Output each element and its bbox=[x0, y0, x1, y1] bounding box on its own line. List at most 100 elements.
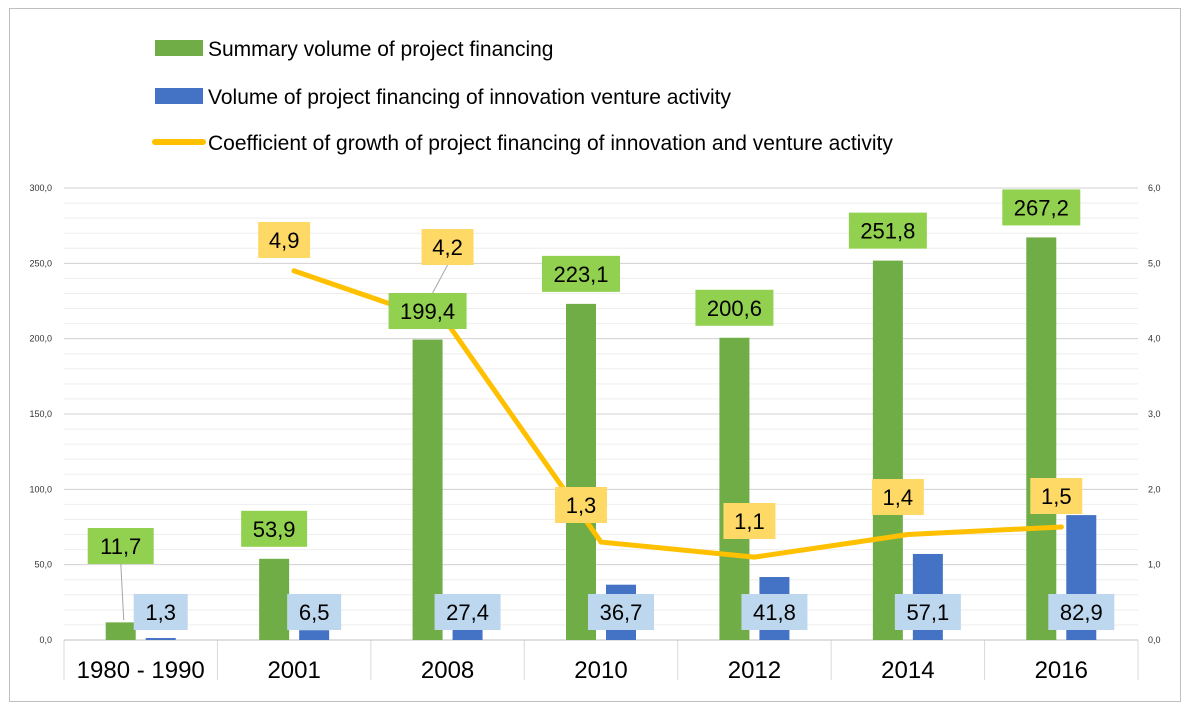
category-label: 2010 bbox=[574, 657, 627, 684]
right-tick-label: 6,0 bbox=[1148, 183, 1161, 193]
label-growth-text: 1,5 bbox=[1041, 484, 1072, 509]
label-growth-box bbox=[258, 222, 311, 258]
category-labels: 1980 - 1990 2001 2008 2010 2012 2014 2016 bbox=[77, 657, 1088, 684]
category-label: 2008 bbox=[421, 657, 474, 684]
category-label: 2014 bbox=[881, 657, 934, 684]
label-growth-text: 4,2 bbox=[432, 235, 463, 260]
label-venture-box bbox=[133, 594, 188, 630]
left-tick-label: 100,0 bbox=[29, 484, 52, 494]
label-growth: 1,4 bbox=[871, 479, 924, 515]
category-label: 2016 bbox=[1035, 657, 1088, 684]
label-venture: 57,1 bbox=[894, 594, 961, 630]
right-axis-ticks: 0,0 1,0 2,0 3,0 4,0 5,0 6,0 bbox=[1148, 183, 1161, 645]
label-summary-text: 267,2 bbox=[1014, 195, 1069, 220]
label-venture-text: 82,9 bbox=[1060, 600, 1103, 625]
label-summary-box bbox=[1002, 189, 1081, 226]
category-label: 2012 bbox=[728, 657, 781, 684]
right-tick-label: 1,0 bbox=[1148, 560, 1161, 570]
right-tick-label: 3,0 bbox=[1148, 409, 1161, 419]
right-tick-label: 4,0 bbox=[1148, 334, 1161, 344]
label-summary: 11,7 bbox=[87, 528, 154, 564]
label-venture-text: 57,1 bbox=[906, 600, 949, 625]
legend-swatch-venture bbox=[155, 88, 203, 104]
bar-summary bbox=[719, 337, 750, 640]
bar-summary bbox=[566, 303, 596, 640]
label-growth-text: 1,1 bbox=[734, 509, 765, 534]
category-label: 1980 - 1990 bbox=[77, 657, 205, 684]
label-summary-box bbox=[848, 212, 927, 249]
bar-summary bbox=[105, 622, 136, 640]
left-tick-label: 200,0 bbox=[29, 334, 52, 344]
label-summary-box bbox=[87, 528, 154, 564]
label-venture-box bbox=[588, 594, 654, 630]
legend-label-venture: Volume of project financing of innovatio… bbox=[208, 86, 731, 109]
legend-swatch-summary bbox=[155, 40, 203, 56]
legend-item-venture: Volume of project financing of innovatio… bbox=[155, 86, 731, 109]
label-venture-box bbox=[741, 594, 808, 630]
label-summary: 53,9 bbox=[241, 510, 308, 547]
label-growth: 4,2 bbox=[421, 229, 474, 265]
label-venture: 41,8 bbox=[741, 594, 808, 630]
label-growth-box bbox=[421, 229, 474, 265]
bar-venture bbox=[299, 630, 330, 640]
legend-item-coefficient: Coefficient of growth of project financi… bbox=[152, 132, 893, 155]
legend: Summary volume of project financing Volu… bbox=[152, 38, 893, 155]
label-summary-box bbox=[542, 255, 620, 292]
legend-label-summary: Summary volume of project financing bbox=[208, 38, 554, 61]
label-venture-box bbox=[894, 594, 961, 630]
label-summary-text: 11,7 bbox=[100, 534, 141, 559]
label-growth-text: 1,3 bbox=[566, 493, 597, 518]
growth-point bbox=[905, 532, 911, 538]
label-venture: 82,9 bbox=[1048, 594, 1115, 630]
label-venture: 36,7 bbox=[588, 594, 654, 630]
label-growth: 1,5 bbox=[1030, 478, 1083, 514]
label-growth-box bbox=[1030, 478, 1083, 514]
label-summary: 199,4 bbox=[388, 293, 467, 329]
label-summary-box bbox=[388, 293, 467, 329]
left-tick-label: 250,0 bbox=[29, 258, 52, 268]
label-growth-text: 4,9 bbox=[269, 228, 300, 253]
bar-summary bbox=[1026, 237, 1057, 640]
label-venture: 27,4 bbox=[434, 594, 501, 630]
left-tick-label: 50,0 bbox=[34, 560, 52, 570]
legend-item-summary: Summary volume of project financing bbox=[155, 38, 554, 61]
category-label: 2001 bbox=[267, 657, 320, 684]
label-venture: 6,5 bbox=[287, 594, 342, 630]
growth-point bbox=[291, 268, 297, 274]
left-tick-label: 150,0 bbox=[29, 409, 52, 419]
bar-summary bbox=[872, 260, 903, 640]
label-summary: 223,1 bbox=[542, 255, 620, 292]
label-venture-text: 1,3 bbox=[145, 600, 176, 625]
label-venture-box bbox=[434, 594, 501, 630]
label-summary-text: 199,4 bbox=[400, 299, 455, 324]
legend-label-coefficient: Coefficient of growth of project financi… bbox=[208, 132, 893, 155]
label-growth-text: 1,4 bbox=[883, 485, 914, 510]
growth-point bbox=[598, 539, 604, 545]
leader-line bbox=[120, 561, 125, 621]
label-summary: 267,2 bbox=[1002, 189, 1081, 226]
growth-point bbox=[751, 554, 757, 560]
label-venture-text: 41,8 bbox=[753, 600, 796, 625]
bar-venture bbox=[145, 638, 176, 640]
label-summary: 200,6 bbox=[695, 289, 774, 326]
label-growth: 1,3 bbox=[555, 487, 607, 523]
left-tick-label: 300,0 bbox=[29, 183, 52, 193]
right-tick-label: 2,0 bbox=[1148, 484, 1161, 494]
label-growth: 4,9 bbox=[258, 222, 311, 258]
label-summary-text: 251,8 bbox=[860, 219, 915, 244]
label-growth-box bbox=[555, 487, 607, 523]
label-venture-text: 27,4 bbox=[446, 600, 489, 625]
label-venture-box bbox=[287, 594, 342, 630]
label-venture-text: 36,7 bbox=[600, 600, 643, 625]
label-growth-box bbox=[723, 503, 776, 539]
label-summary-text: 223,1 bbox=[553, 262, 608, 287]
left-axis-ticks: 0,0 50,0 100,0 150,0 200,0 250,0 300,0 bbox=[29, 183, 52, 645]
label-growth: 1,1 bbox=[723, 503, 776, 539]
left-tick-label: 0,0 bbox=[39, 635, 52, 645]
label-growth-box bbox=[871, 479, 924, 515]
growth-point bbox=[1058, 524, 1064, 530]
label-summary-box bbox=[695, 289, 774, 326]
leader-line bbox=[432, 264, 449, 294]
label-venture: 1,3 bbox=[133, 594, 188, 630]
